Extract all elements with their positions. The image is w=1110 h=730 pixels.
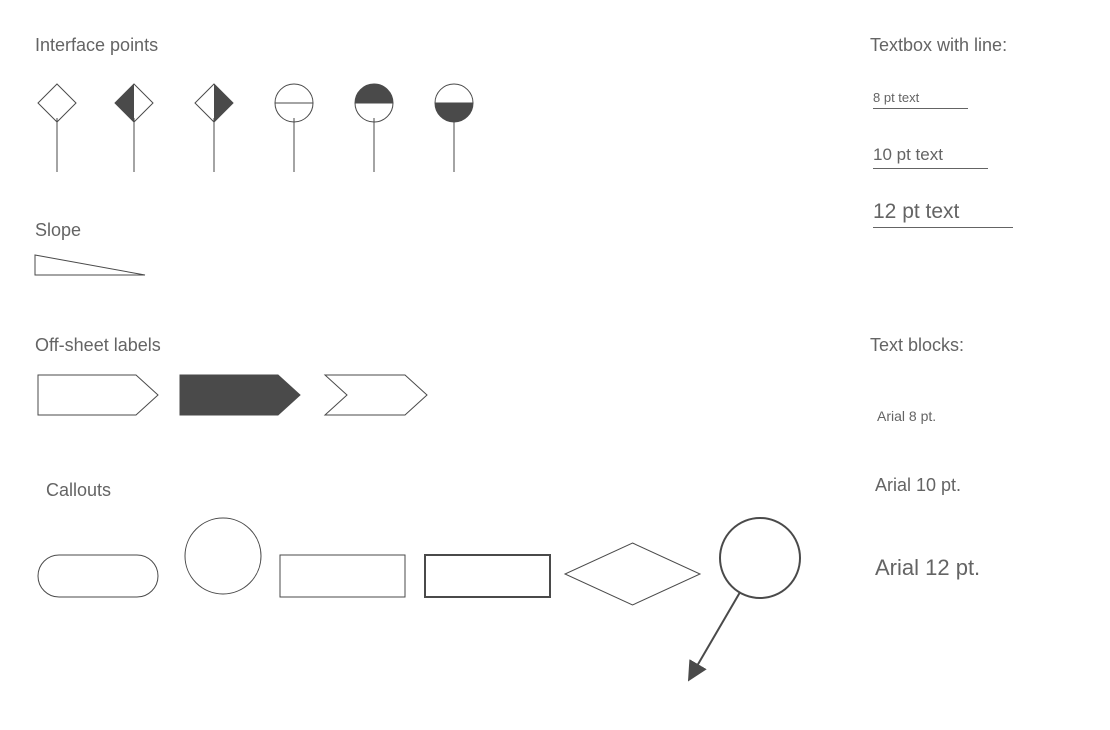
callouts-shapes xyxy=(30,510,880,730)
text-block-item: Arial 8 pt. xyxy=(877,408,936,424)
interface-points-shapes xyxy=(20,70,520,210)
text-block-item: Arial 12 pt. xyxy=(875,555,980,581)
section-title-slope: Slope xyxy=(35,220,81,241)
text-block-item: Arial 10 pt. xyxy=(875,475,961,496)
section-title-off-sheet-labels: Off-sheet labels xyxy=(35,335,161,356)
section-title-callouts: Callouts xyxy=(46,480,111,501)
off-sheet-labels-shapes xyxy=(30,370,480,430)
section-title-textbox-with-line: Textbox with line: xyxy=(870,35,1007,56)
textbox-line-item: 10 pt text xyxy=(873,145,988,169)
textbox-line-item: 8 pt text xyxy=(873,90,968,109)
section-title-interface-points: Interface points xyxy=(35,35,158,56)
section-title-text-blocks: Text blocks: xyxy=(870,335,964,356)
slope-shape xyxy=(30,250,160,280)
textbox-line-item: 12 pt text xyxy=(873,200,1013,228)
